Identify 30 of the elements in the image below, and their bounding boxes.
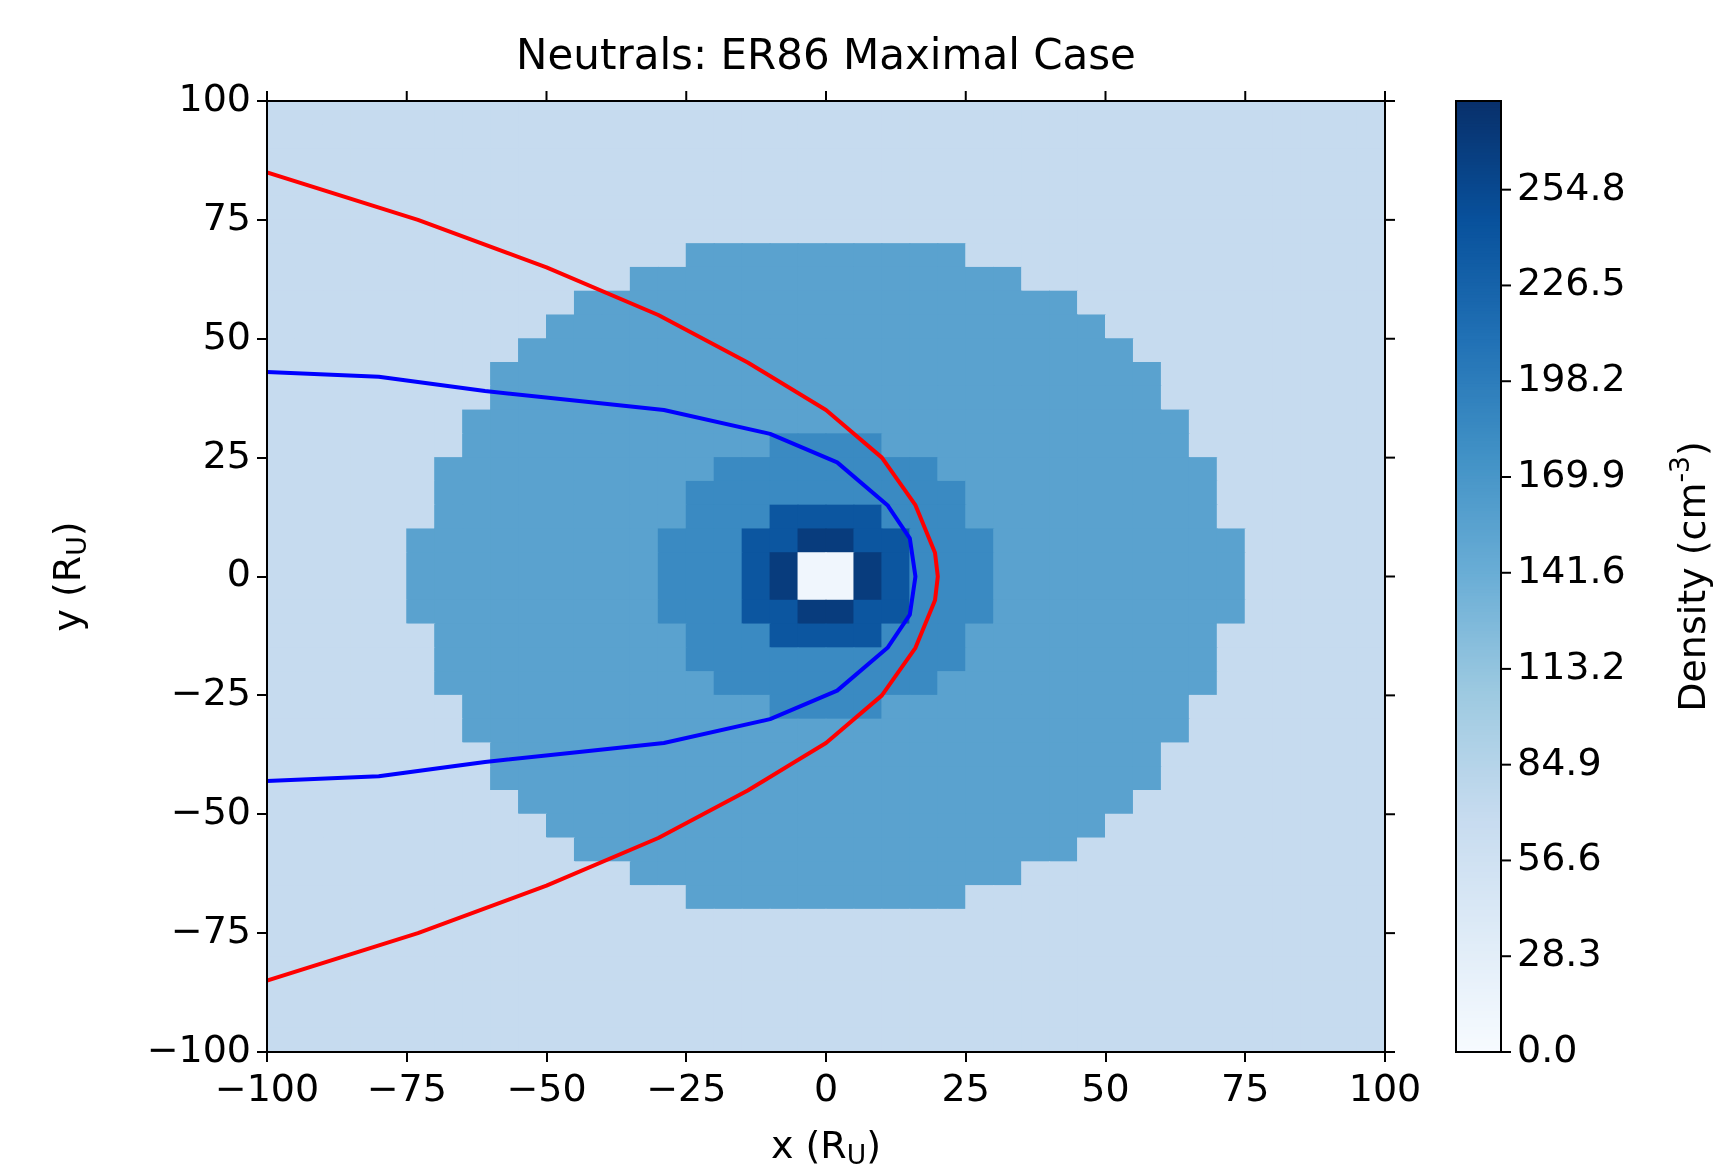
color-bar-label: 84.9 — [1517, 739, 1602, 784]
color-bar-label: 56.6 — [1517, 835, 1602, 880]
x-tick-label: 75 — [1221, 1065, 1270, 1110]
color-bar-label: 113.2 — [1517, 643, 1626, 688]
x-tick-label: 0 — [813, 1065, 839, 1110]
x-tick-label: −25 — [646, 1065, 727, 1110]
x-tick-label: 25 — [941, 1065, 990, 1110]
y-tick-label: 0 — [226, 551, 251, 596]
x-tick-label: −50 — [506, 1065, 587, 1110]
y-tick-label: 25 — [202, 432, 251, 477]
x-tick-label: 100 — [1348, 1065, 1422, 1110]
color-bar-title: Density (cm-3) — [1663, 441, 1714, 712]
chart-title: Neutrals: ER86 Maximal Case — [516, 29, 1136, 79]
y-tick-label: 75 — [202, 194, 251, 239]
y-tick-label: −100 — [146, 1026, 251, 1071]
y-axis-title: y (RU) — [44, 521, 93, 632]
color-bar-label: 226.5 — [1517, 260, 1626, 305]
y-tick-label: −50 — [170, 789, 251, 834]
color-bar-label: 0.0 — [1517, 1026, 1578, 1071]
y-tick-label: −75 — [170, 908, 251, 952]
color-bar-label: 141.6 — [1517, 547, 1626, 592]
color-bar-label: 28.3 — [1517, 931, 1602, 976]
color-bar-label: 169.9 — [1517, 451, 1626, 496]
x-tick-label: −75 — [366, 1065, 447, 1110]
x-tick-label: 50 — [1081, 1065, 1130, 1110]
y-tick-label: 50 — [202, 313, 251, 358]
y-tick-label: −25 — [170, 670, 251, 715]
color-bar-label: 198.2 — [1517, 356, 1626, 401]
y-tick-label: 100 — [178, 75, 251, 120]
color-bar-label: 254.8 — [1517, 164, 1626, 209]
